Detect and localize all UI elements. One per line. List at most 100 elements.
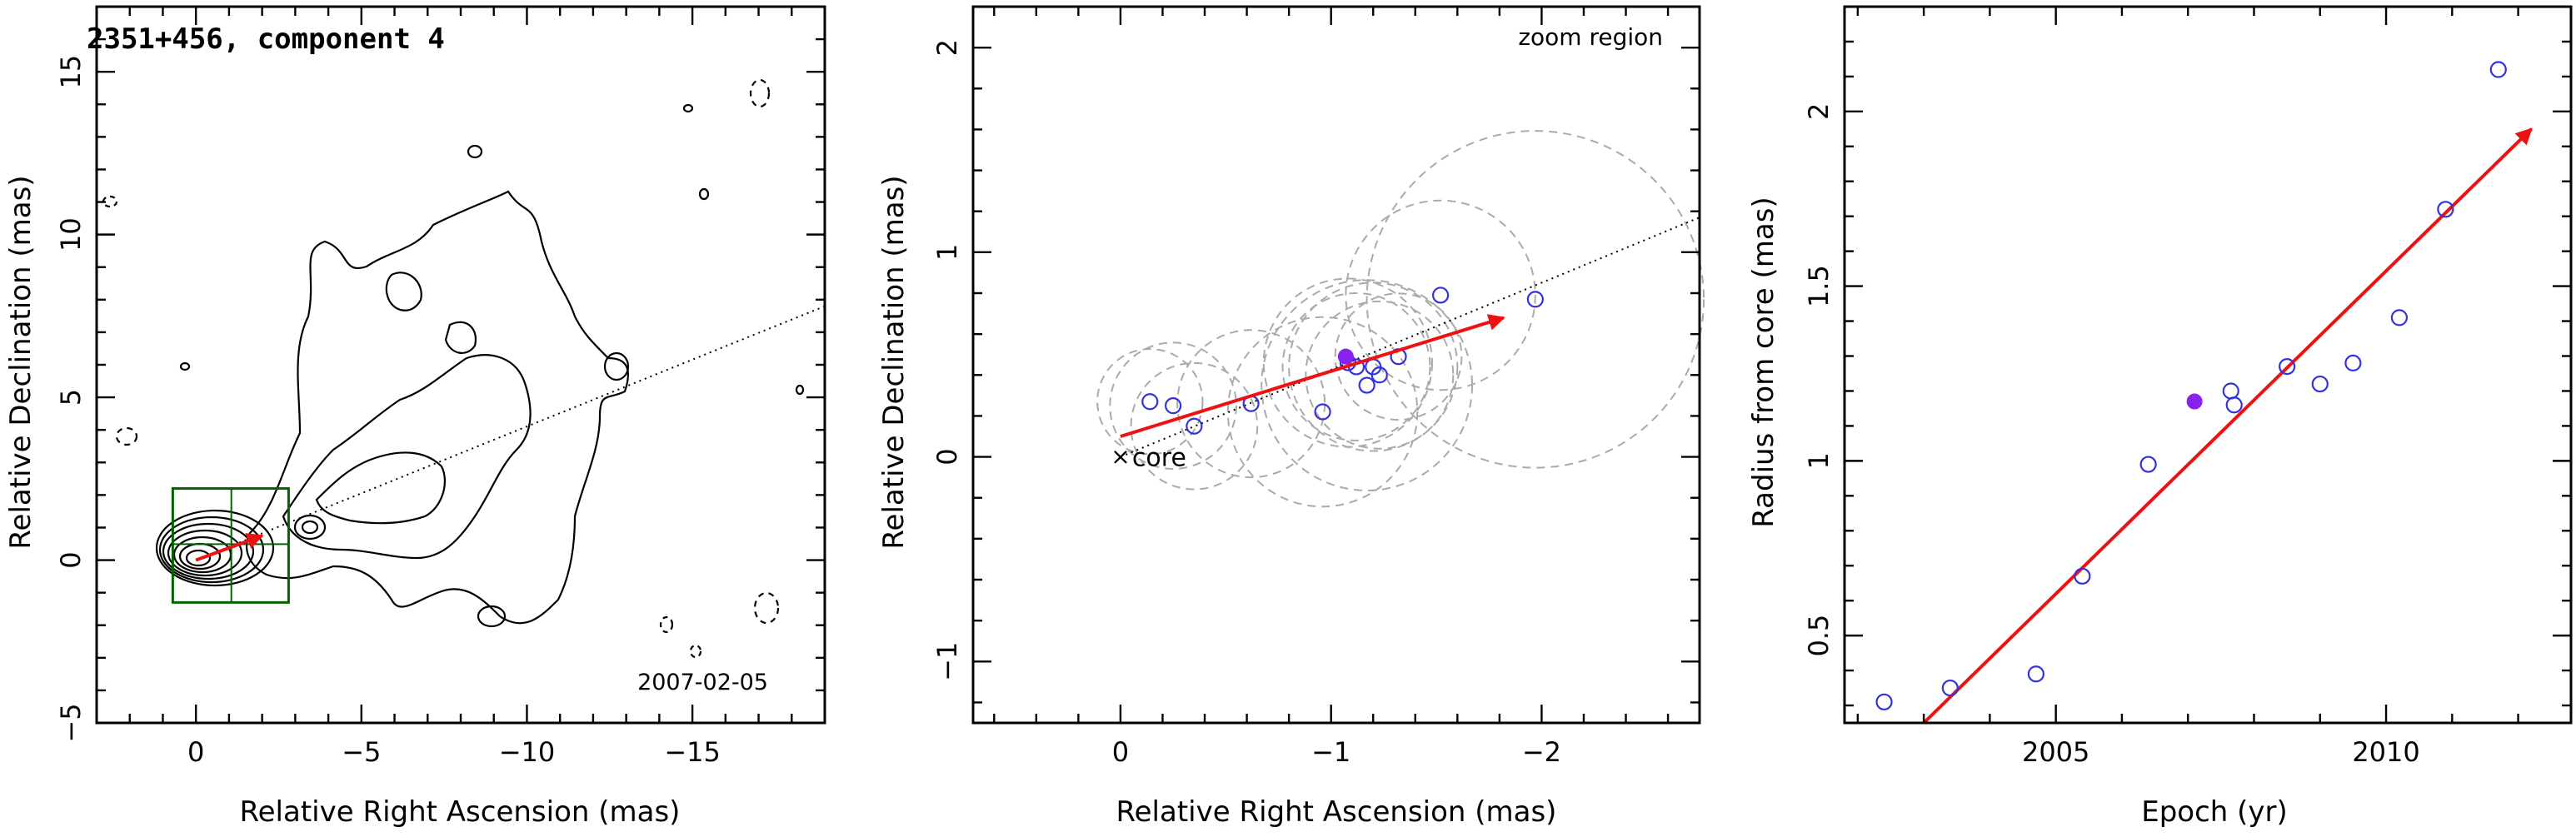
gaussian-circle bbox=[1109, 341, 1237, 470]
island-contour bbox=[444, 321, 477, 354]
y-tick-label: 15 bbox=[55, 55, 87, 89]
core-contour bbox=[158, 516, 265, 584]
y-tick-label: 2 bbox=[1803, 103, 1835, 120]
panel-contour-map: 2351+456, component 4 2007-02-05 bbox=[87, 22, 826, 695]
inner-contour bbox=[282, 354, 532, 560]
x-tick-label: −10 bbox=[499, 736, 556, 768]
gaussian-circle bbox=[1365, 130, 1705, 469]
radius-points bbox=[1875, 61, 2507, 710]
outer-contour bbox=[246, 190, 629, 625]
negative-contour bbox=[659, 615, 674, 634]
core-label: core bbox=[1132, 444, 1186, 473]
x-tick-label: 2005 bbox=[2022, 736, 2089, 768]
trajectory-line bbox=[1120, 217, 1700, 458]
negative-contour bbox=[753, 591, 780, 625]
plot-frame-3 bbox=[1843, 5, 2573, 725]
negative-contour bbox=[115, 426, 138, 446]
negative-contour bbox=[102, 195, 118, 208]
gaussian-size-circles bbox=[1096, 130, 1705, 508]
island-contour bbox=[179, 361, 191, 371]
y-tick-label: 0.5 bbox=[1803, 615, 1835, 657]
position-point bbox=[1526, 291, 1544, 308]
y-tick-label: 10 bbox=[55, 217, 87, 252]
radius-point bbox=[2489, 61, 2507, 78]
island-contour bbox=[795, 384, 805, 396]
velocity-arrow bbox=[195, 533, 264, 562]
inner-contour bbox=[315, 451, 446, 525]
core-contour bbox=[167, 529, 243, 577]
island-contour bbox=[698, 187, 710, 201]
y-tick-label: 5 bbox=[55, 389, 87, 406]
radius-point bbox=[2139, 456, 2157, 473]
x-tick-label: −5 bbox=[342, 736, 381, 768]
island-contour bbox=[603, 351, 630, 381]
y-tick-label: 2 bbox=[931, 39, 963, 56]
island-contour bbox=[385, 272, 422, 311]
x-tick-label: 0 bbox=[1112, 736, 1129, 768]
island-contour bbox=[467, 144, 483, 159]
p2-ylabel: Relative Declination (mas) bbox=[877, 175, 911, 549]
y-tick-label: 0 bbox=[931, 448, 963, 465]
negative-contour bbox=[689, 644, 702, 659]
plot-frame-1 bbox=[95, 5, 826, 725]
gaussian-circle bbox=[1130, 361, 1259, 491]
negative-contour bbox=[749, 78, 771, 108]
p2-xlabel: Relative Right Ascension (mas) bbox=[1116, 795, 1557, 829]
epoch-label: 2007-02-05 bbox=[637, 670, 768, 695]
zoom-region-label: zoom region bbox=[1518, 23, 1663, 51]
fit-arrow bbox=[1922, 127, 2533, 725]
radius-point bbox=[2311, 375, 2329, 393]
gaussian-circle bbox=[1345, 199, 1536, 391]
position-point bbox=[1186, 417, 1203, 435]
gaussian-circle bbox=[1226, 316, 1419, 508]
trajectory-line bbox=[195, 305, 826, 561]
island-contour bbox=[682, 103, 694, 113]
radius-point bbox=[2027, 665, 2044, 683]
radius-point bbox=[2390, 309, 2408, 326]
radius-point bbox=[2225, 396, 2243, 414]
radius-point bbox=[2279, 357, 2296, 376]
position-point bbox=[1314, 403, 1331, 421]
radius-point bbox=[1875, 693, 1893, 710]
island-contour bbox=[477, 605, 507, 628]
position-point bbox=[1141, 393, 1159, 411]
panel-title: 2351+456, component 4 bbox=[87, 22, 445, 56]
x-tick-label: −1 bbox=[1311, 736, 1350, 768]
core-marker: × bbox=[1111, 443, 1130, 471]
contour-layer bbox=[102, 78, 805, 659]
panel-radius-epoch bbox=[1875, 61, 2533, 725]
position-point bbox=[1358, 376, 1375, 394]
plot-frame-2 bbox=[971, 5, 1701, 725]
y-tick-label: 1 bbox=[931, 244, 963, 261]
radius-point bbox=[1941, 679, 1959, 697]
x-tick-label: −2 bbox=[1522, 736, 1561, 768]
core-contour bbox=[172, 536, 232, 574]
velocity-arrow bbox=[1120, 314, 1505, 438]
p1-xlabel: Relative Right Ascension (mas) bbox=[240, 795, 681, 829]
gaussian-circle bbox=[1288, 281, 1459, 452]
position-point bbox=[1165, 397, 1182, 415]
position-point bbox=[1432, 286, 1450, 304]
p3-ylabel: Radius from core (mas) bbox=[1747, 197, 1780, 527]
position-point bbox=[1370, 366, 1388, 384]
gaussian-circle bbox=[1334, 292, 1463, 421]
radius-point bbox=[2074, 567, 2091, 585]
gaussian-circle bbox=[1305, 300, 1455, 450]
gaussian-circle bbox=[1176, 329, 1326, 479]
gaussian-circle bbox=[1281, 291, 1431, 441]
radius-point bbox=[2222, 382, 2239, 400]
panel-zoom-region: × core zoom region bbox=[1096, 23, 1705, 508]
radius-point-current bbox=[2186, 393, 2203, 410]
core-contour bbox=[155, 509, 275, 587]
y-tick-label: 0 bbox=[55, 551, 87, 568]
p1-ylabel: Relative Declination (mas) bbox=[4, 175, 37, 549]
x-tick-label: −15 bbox=[664, 736, 721, 768]
radius-point bbox=[2344, 354, 2362, 372]
gaussian-circle bbox=[1096, 348, 1204, 456]
core-contour bbox=[185, 549, 212, 567]
y-tick-label: 1.5 bbox=[1803, 265, 1835, 307]
blob-contour bbox=[301, 520, 319, 535]
